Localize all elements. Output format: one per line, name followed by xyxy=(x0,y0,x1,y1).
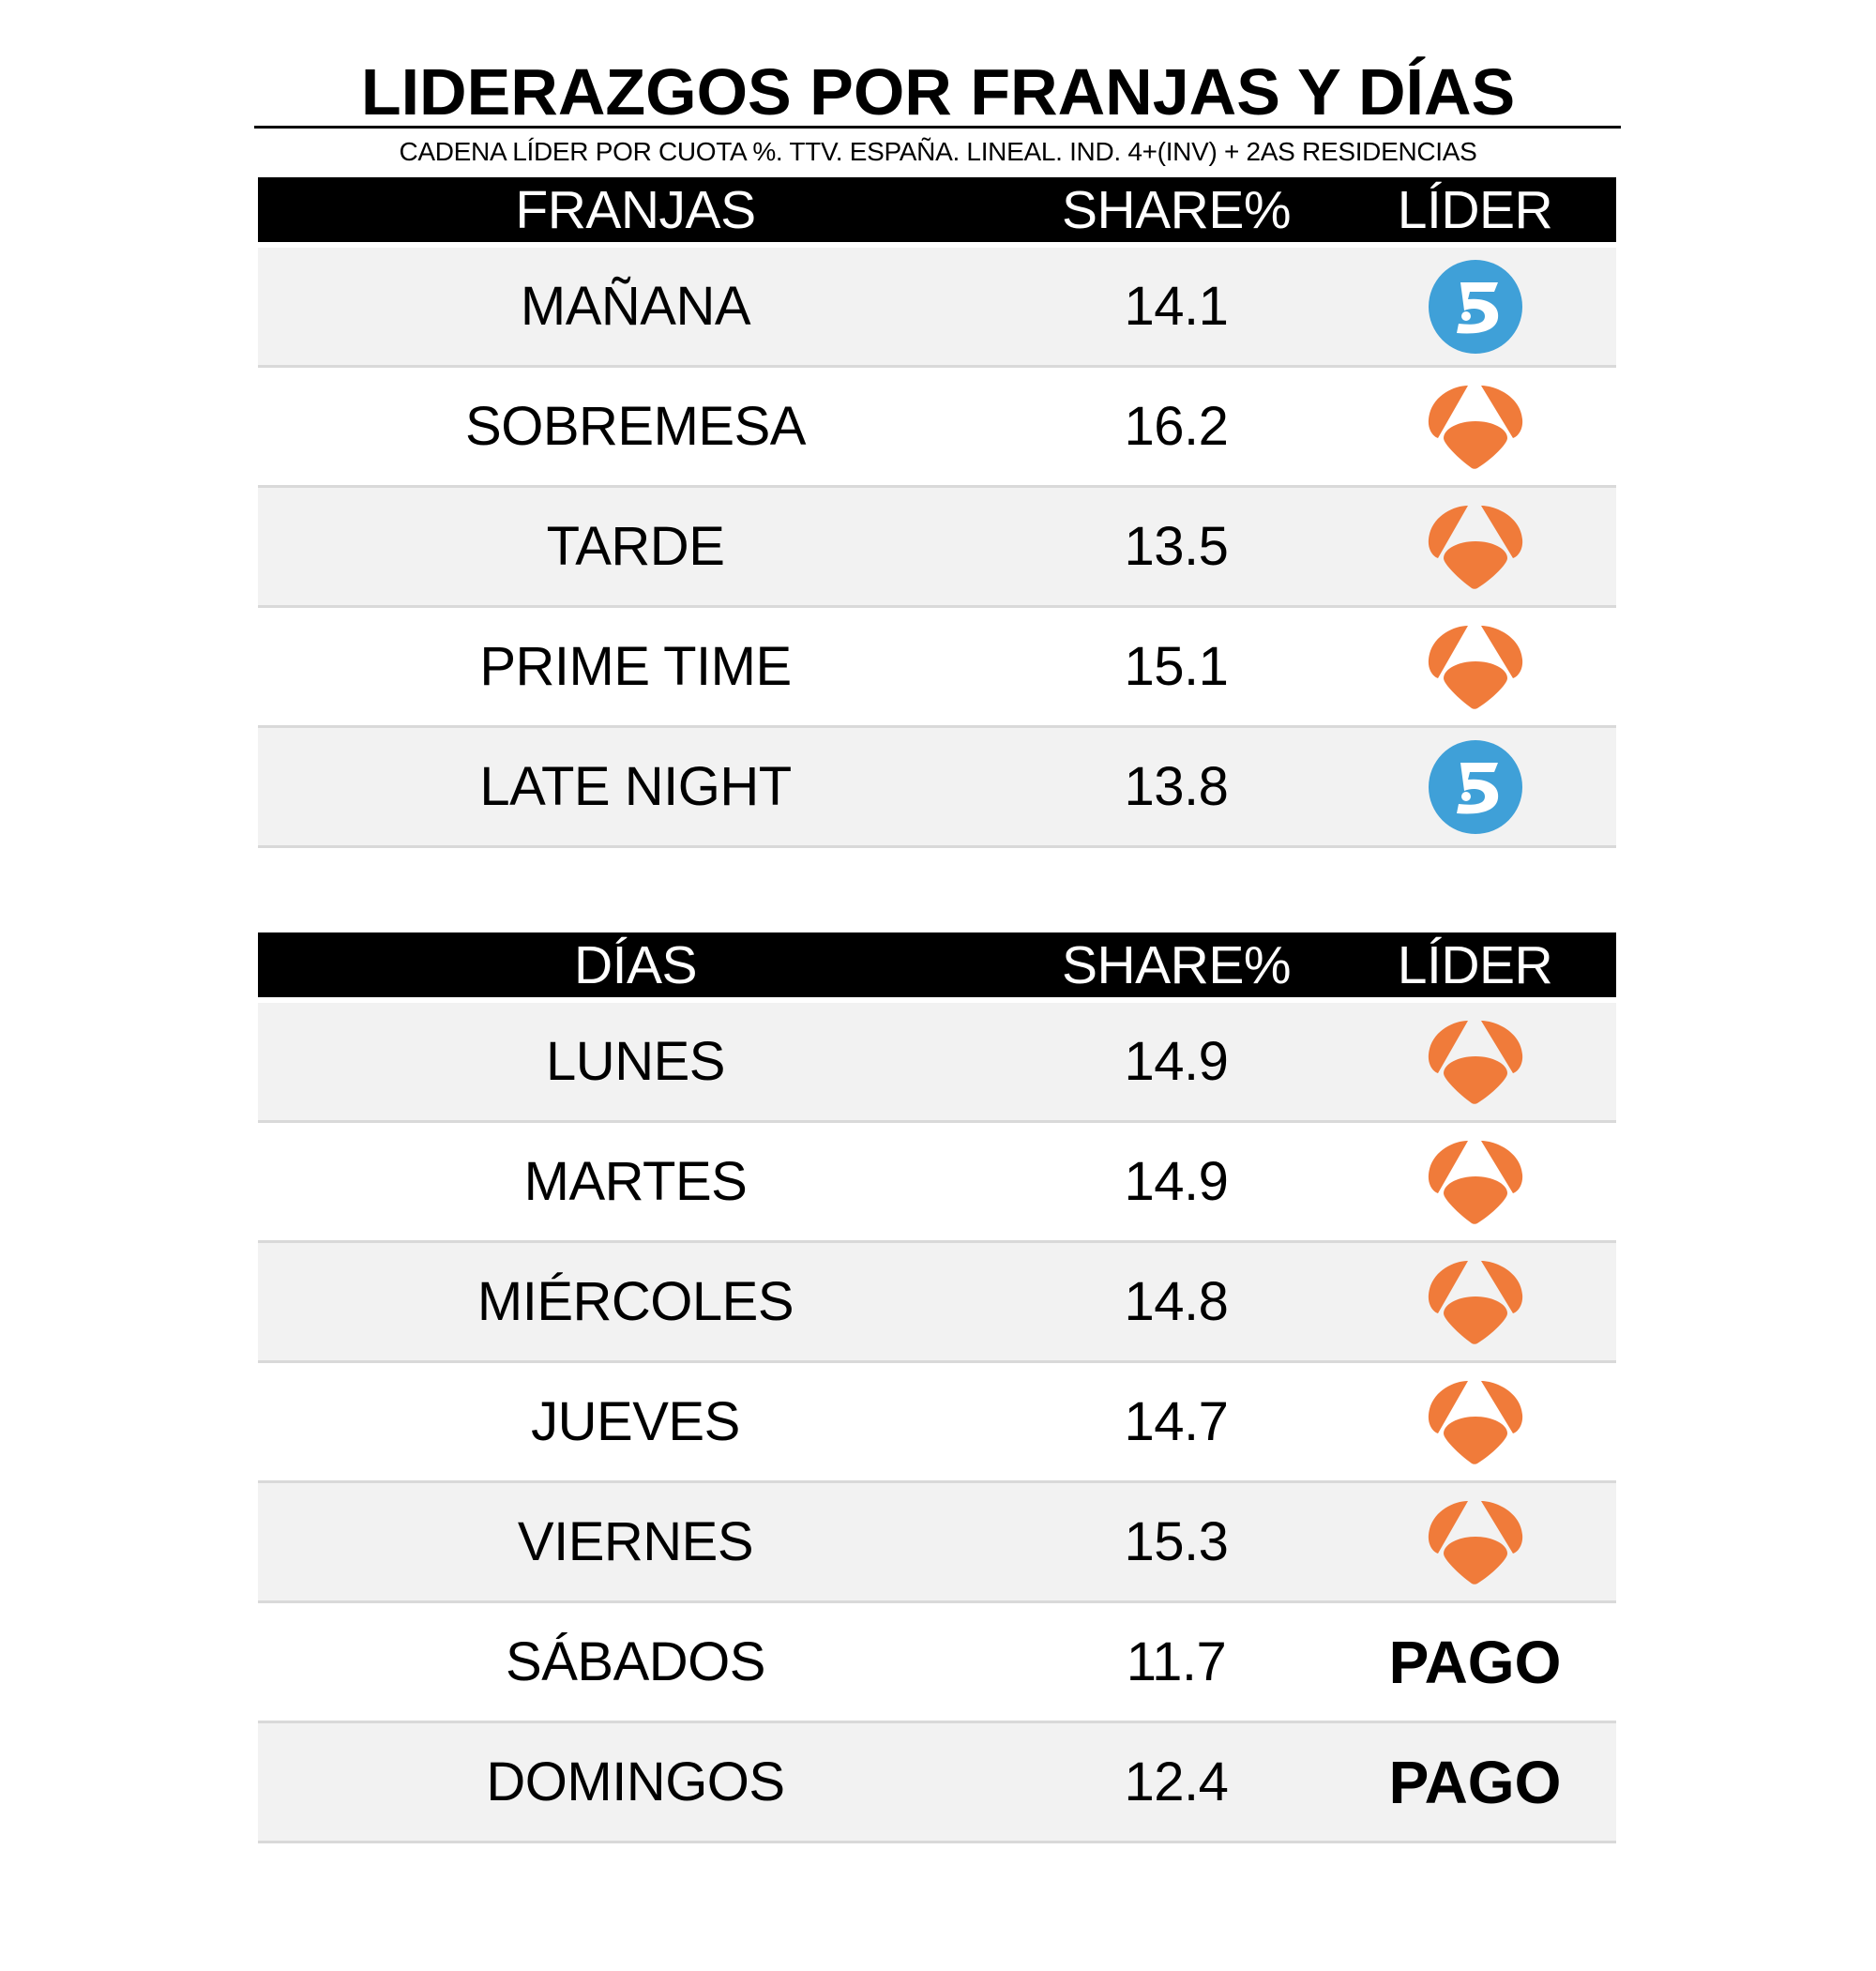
table-row: SOBREMESA 16.2 xyxy=(258,368,1616,488)
column-header-lider: LÍDER xyxy=(1397,934,1553,995)
antena3-logo-icon xyxy=(1428,385,1522,469)
row-label: SOBREMESA xyxy=(465,396,806,457)
row-label: VIERNES xyxy=(517,1511,754,1572)
row-label: MIÉRCOLES xyxy=(477,1271,794,1332)
table-row: SÁBADOS 11.7 PAGO xyxy=(258,1603,1616,1723)
antena3-logo-icon xyxy=(1428,625,1522,709)
table-row: LATE NIGHT 13.8 xyxy=(258,728,1616,848)
table-row: MAÑANA 14.1 xyxy=(258,248,1616,368)
table-header: FRANJAS SHARE% LÍDER xyxy=(258,177,1616,242)
antena3-logo-icon xyxy=(1428,1020,1522,1104)
table-row: TARDE 13.5 xyxy=(258,488,1616,608)
row-share: 14.1 xyxy=(1124,276,1229,337)
leader-pago: PAGO xyxy=(1388,1748,1562,1816)
row-label: LATE NIGHT xyxy=(479,756,792,817)
row-share: 14.8 xyxy=(1124,1271,1229,1332)
row-label: MAÑANA xyxy=(520,276,751,337)
column-header-share: SHARE% xyxy=(1061,179,1292,240)
row-label: TARDE xyxy=(546,516,725,577)
row-share: 14.7 xyxy=(1124,1391,1229,1452)
telecinco-logo-icon xyxy=(1428,259,1522,354)
column-header-franjas: FRANJAS xyxy=(515,179,756,240)
table-row: MIÉRCOLES 14.8 xyxy=(258,1243,1616,1363)
column-header-dias: DÍAS xyxy=(573,934,698,995)
table-row: JUEVES 14.7 xyxy=(258,1363,1616,1483)
antena3-logo-icon xyxy=(1428,1380,1522,1464)
row-label: LUNES xyxy=(546,1031,725,1092)
column-header-lider: LÍDER xyxy=(1397,179,1553,240)
antena3-logo-icon xyxy=(1428,1140,1522,1224)
table-row: VIERNES 15.3 xyxy=(258,1483,1616,1603)
row-label: PRIME TIME xyxy=(479,636,792,697)
row-share: 12.4 xyxy=(1124,1751,1229,1812)
table-header: DÍAS SHARE% LÍDER xyxy=(258,932,1616,997)
table-row: DOMINGOS 12.4 PAGO xyxy=(258,1723,1616,1843)
antena3-logo-icon xyxy=(1428,1500,1522,1584)
row-label: DOMINGOS xyxy=(486,1751,785,1812)
row-share: 11.7 xyxy=(1126,1631,1227,1692)
row-share: 15.1 xyxy=(1124,636,1229,697)
row-label: MARTES xyxy=(523,1151,748,1212)
table-row: LUNES 14.9 xyxy=(258,1003,1616,1123)
row-label: JUEVES xyxy=(531,1391,740,1452)
title-divider xyxy=(254,126,1621,129)
franjas-table: FRANJAS SHARE% LÍDER MAÑANA 14.1 SOBREME… xyxy=(258,177,1616,848)
page-subtitle: CADENA LÍDER POR CUOTA %. TTV. ESPAÑA. L… xyxy=(399,137,1477,166)
row-share: 13.5 xyxy=(1124,516,1229,577)
row-label: SÁBADOS xyxy=(506,1631,765,1692)
leader-pago: PAGO xyxy=(1388,1628,1562,1696)
antena3-logo-icon xyxy=(1428,1260,1522,1344)
page-title: LIDERAZGOS POR FRANJAS Y DÍAS xyxy=(360,55,1516,129)
row-share: 14.9 xyxy=(1124,1151,1229,1212)
dias-table: DÍAS SHARE% LÍDER LUNES 14.9 MARTES 14.9… xyxy=(258,932,1616,1843)
antena3-logo-icon xyxy=(1428,505,1522,589)
telecinco-logo-icon xyxy=(1428,739,1522,834)
row-share: 13.8 xyxy=(1124,756,1229,817)
column-header-share: SHARE% xyxy=(1061,934,1292,995)
row-share: 14.9 xyxy=(1124,1031,1229,1092)
row-share: 15.3 xyxy=(1124,1511,1229,1572)
table-row: MARTES 14.9 xyxy=(258,1123,1616,1243)
row-share: 16.2 xyxy=(1124,396,1229,457)
table-row: PRIME TIME 15.1 xyxy=(258,608,1616,728)
